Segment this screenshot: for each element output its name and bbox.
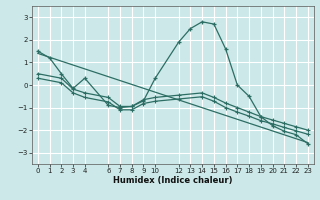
X-axis label: Humidex (Indice chaleur): Humidex (Indice chaleur) xyxy=(113,176,233,185)
